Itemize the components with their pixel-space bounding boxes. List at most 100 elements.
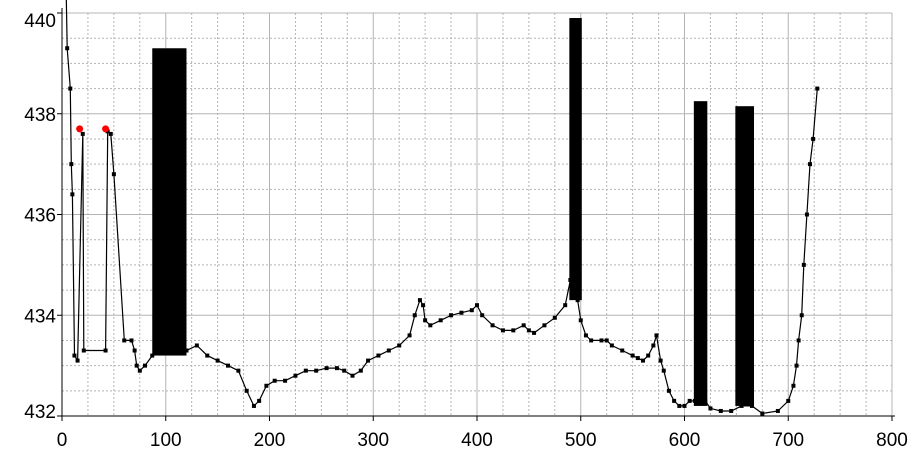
x-tick-label: 400 — [461, 430, 493, 450]
data-point — [794, 363, 799, 368]
highlight-point — [76, 125, 84, 133]
bar — [152, 48, 187, 356]
data-point — [438, 318, 443, 323]
x-tick-label: 200 — [254, 430, 286, 450]
x-tick-label: 500 — [565, 430, 597, 450]
data-point — [703, 398, 708, 403]
data-point — [236, 368, 241, 373]
data-point — [578, 318, 583, 323]
data-point — [542, 323, 547, 328]
data-point — [449, 313, 454, 318]
data-point — [604, 338, 609, 343]
data-point — [589, 338, 594, 343]
data-point — [150, 353, 155, 358]
data-point — [293, 373, 298, 378]
data-point — [692, 398, 697, 403]
data-point — [70, 192, 75, 197]
data-point — [573, 277, 578, 282]
data-point — [324, 366, 329, 371]
data-point — [421, 303, 426, 308]
data-point — [81, 348, 86, 353]
data-point — [526, 328, 531, 333]
bars-layer — [152, 18, 755, 406]
data-point — [129, 338, 134, 343]
data-point — [174, 348, 179, 353]
data-point — [786, 398, 791, 403]
data-point — [134, 363, 139, 368]
data-point — [630, 353, 635, 358]
data-point — [69, 162, 74, 167]
x-tick-label: 600 — [669, 430, 701, 450]
bar — [693, 101, 708, 406]
data-point — [68, 86, 73, 91]
data-point — [257, 398, 262, 403]
data-point — [272, 378, 277, 383]
data-point — [226, 363, 230, 368]
data-point — [641, 358, 645, 363]
data-point — [718, 408, 723, 413]
data-point — [811, 136, 816, 141]
data-point — [475, 303, 479, 308]
data-point — [760, 411, 765, 416]
bar — [569, 18, 582, 301]
data-point — [500, 328, 505, 333]
data-point — [407, 333, 412, 338]
data-point — [132, 348, 137, 353]
data-point — [423, 318, 428, 323]
data-point — [682, 403, 687, 408]
data-point — [658, 358, 663, 363]
data-point — [775, 408, 780, 413]
data-point — [80, 131, 85, 136]
data-point — [552, 315, 557, 320]
data-point — [184, 348, 189, 353]
x-tick-labels: 0 100 200 300 400 500 600 700 800 — [57, 430, 908, 450]
data-point — [251, 403, 256, 408]
data-point — [666, 388, 671, 393]
data-point — [568, 277, 573, 282]
data-point — [708, 406, 713, 411]
data-point — [334, 366, 339, 371]
data-point — [698, 398, 703, 403]
markers-layer — [65, 46, 820, 416]
y-tick-labels: 432 434 436 438 440 — [24, 11, 56, 423]
data-point — [303, 368, 308, 373]
axes-layer — [57, 8, 895, 421]
data-point — [532, 330, 537, 335]
data-point — [122, 338, 127, 343]
data-point — [796, 338, 801, 343]
data-point — [205, 353, 210, 358]
data-point — [583, 333, 588, 338]
data-point — [599, 338, 604, 343]
bar — [735, 106, 755, 406]
data-point — [358, 368, 363, 373]
data-point — [158, 348, 163, 353]
data-point — [635, 356, 640, 361]
x-tick-label: 800 — [876, 430, 908, 450]
data-point — [108, 131, 113, 136]
data-point — [620, 348, 625, 353]
data-point — [521, 323, 526, 328]
y-tick-label: 432 — [24, 402, 56, 423]
data-point — [804, 212, 809, 217]
data-point — [654, 333, 659, 338]
x-tick-label: 300 — [357, 430, 389, 450]
data-point — [490, 323, 495, 328]
data-point — [672, 398, 677, 403]
y-tick-label: 436 — [24, 206, 56, 227]
data-point — [75, 358, 80, 363]
data-point — [739, 403, 744, 408]
data-point — [111, 172, 116, 177]
data-point — [808, 162, 813, 167]
data-point — [563, 303, 568, 308]
data-point — [677, 403, 682, 408]
data-point — [215, 358, 220, 363]
x-tick-label: 0 — [57, 430, 68, 450]
data-point — [65, 46, 70, 51]
data-point — [350, 373, 355, 378]
data-point — [469, 308, 474, 313]
data-point — [801, 262, 806, 267]
data-point — [791, 383, 796, 388]
data-point — [609, 343, 614, 348]
data-point — [143, 363, 147, 368]
